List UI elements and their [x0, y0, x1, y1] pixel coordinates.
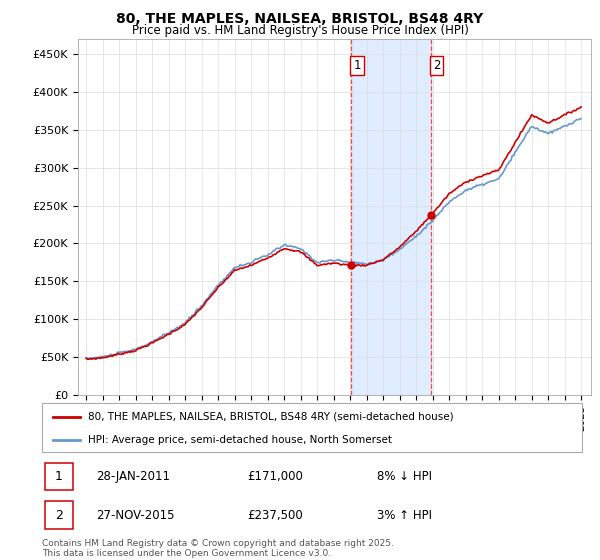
Text: 1: 1: [55, 470, 62, 483]
Text: 27-NOV-2015: 27-NOV-2015: [96, 508, 175, 521]
Text: £237,500: £237,500: [247, 508, 303, 521]
Text: Price paid vs. HM Land Registry's House Price Index (HPI): Price paid vs. HM Land Registry's House …: [131, 24, 469, 37]
Text: 3% ↑ HPI: 3% ↑ HPI: [377, 508, 432, 521]
Text: 80, THE MAPLES, NAILSEA, BRISTOL, BS48 4RY: 80, THE MAPLES, NAILSEA, BRISTOL, BS48 4…: [116, 12, 484, 26]
Text: 8% ↓ HPI: 8% ↓ HPI: [377, 470, 432, 483]
Text: Contains HM Land Registry data © Crown copyright and database right 2025.
This d: Contains HM Land Registry data © Crown c…: [42, 539, 394, 558]
Text: 2: 2: [55, 508, 62, 521]
Text: 80, THE MAPLES, NAILSEA, BRISTOL, BS48 4RY (semi-detached house): 80, THE MAPLES, NAILSEA, BRISTOL, BS48 4…: [88, 412, 454, 422]
Text: 28-JAN-2011: 28-JAN-2011: [96, 470, 170, 483]
Text: 1: 1: [353, 59, 361, 72]
Text: 2: 2: [433, 59, 440, 72]
Text: HPI: Average price, semi-detached house, North Somerset: HPI: Average price, semi-detached house,…: [88, 435, 392, 445]
FancyBboxPatch shape: [42, 403, 582, 452]
FancyBboxPatch shape: [45, 501, 73, 529]
FancyBboxPatch shape: [45, 463, 73, 491]
Text: £171,000: £171,000: [247, 470, 303, 483]
